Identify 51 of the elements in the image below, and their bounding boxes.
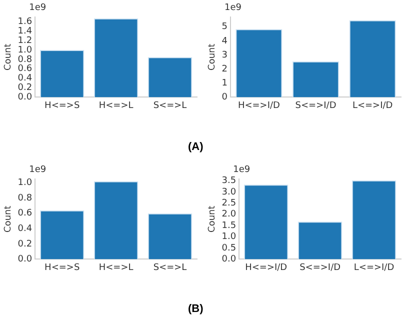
x-tick-label: S<=>L bbox=[153, 100, 187, 111]
y-tick-label: 0.8 bbox=[18, 54, 32, 65]
y-tick-label: 1.6 bbox=[18, 17, 32, 28]
x-tick-label: H<=>S bbox=[44, 100, 80, 111]
y-tick-label: 2 bbox=[222, 64, 228, 74]
y-tick-label: 0.4 bbox=[18, 224, 32, 234]
y-tick-label: 3.0 bbox=[222, 187, 236, 198]
y-tick-label: 1.5 bbox=[222, 220, 236, 231]
y-tick-label: 0.0 bbox=[18, 254, 32, 265]
y-tick-label: 1.0 bbox=[18, 45, 32, 56]
x-tick-label: H<=>S bbox=[44, 262, 80, 273]
y-tick-label: 0.6 bbox=[18, 208, 32, 219]
y-tick-label: 5 bbox=[222, 22, 228, 32]
x-tick-label: H<=>L bbox=[98, 100, 134, 111]
y-tick-label: 4 bbox=[222, 36, 228, 46]
x-tick-label: S<=>L bbox=[153, 262, 187, 273]
x-tick-label: S<=>I/D bbox=[300, 262, 341, 273]
x-tick-label: L<=>I/D bbox=[352, 100, 393, 111]
text: (A) bbox=[188, 141, 204, 153]
y-tick-label: 0 bbox=[222, 92, 228, 103]
x-tick-label: S<=>I/D bbox=[295, 100, 336, 111]
y-tick-label: 1.0 bbox=[222, 232, 236, 242]
y-axis-title: Count bbox=[208, 43, 218, 70]
y-tick-label: 2.5 bbox=[222, 198, 236, 209]
y-tick-label: 0.2 bbox=[18, 83, 32, 94]
y-tick-label: 0.5 bbox=[222, 243, 236, 254]
y-tick-label: 0.0 bbox=[18, 92, 32, 103]
y-tick-label: 0.6 bbox=[18, 64, 32, 74]
x-tick-label: H<=>I/D bbox=[238, 100, 280, 111]
y-axis-title: Count bbox=[208, 205, 218, 232]
y-axis-title: Count bbox=[4, 43, 14, 70]
y-tick-label: 0.0 bbox=[222, 254, 236, 265]
y-tick-label: 1.0 bbox=[18, 178, 32, 188]
x-tick-label: H<=>I/D bbox=[245, 262, 288, 273]
y-tick-label: 2.0 bbox=[222, 210, 236, 220]
y-tick-label: 1 bbox=[222, 78, 228, 88]
y-tick-label: 3 bbox=[222, 50, 228, 60]
text: 1e9 bbox=[29, 164, 46, 175]
y-tick-label: 0.4 bbox=[18, 74, 32, 84]
y-axis-title: Count bbox=[4, 205, 14, 232]
text: 1e9 bbox=[224, 2, 242, 13]
y-tick-label: 1.2 bbox=[18, 36, 32, 46]
y-tick-label: 0.8 bbox=[18, 193, 32, 204]
y-tick-label: 1.4 bbox=[18, 26, 32, 36]
x-tick-label: L<=>I/D bbox=[354, 262, 394, 273]
text: 1e9 bbox=[29, 2, 46, 13]
y-tick-label: 3.5 bbox=[222, 176, 236, 186]
text: (B) bbox=[188, 303, 204, 315]
text: 1e9 bbox=[233, 164, 250, 175]
x-tick-label: H<=>L bbox=[98, 262, 134, 273]
y-tick-label: 0.2 bbox=[18, 239, 32, 250]
